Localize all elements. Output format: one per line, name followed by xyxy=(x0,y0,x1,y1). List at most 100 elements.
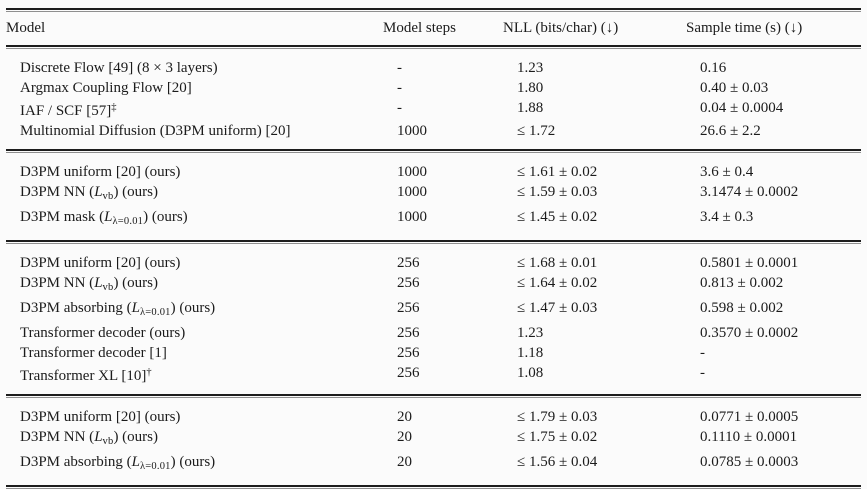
table-row: Transformer XL [10]† 256 1.08- xyxy=(6,363,861,386)
sample-time-cell: 0.5801 ± 0.0001 xyxy=(700,255,799,271)
table-row: Transformer decoder [1] 256 1.18 - xyxy=(6,343,861,363)
model-name-text: D3PM NN ( xyxy=(20,184,95,200)
table-row: Discrete Flow [49] (8 × 3 layers) - 1.23 0.… xyxy=(6,58,861,78)
nll-cell: ≤ 1.61 ± 0.02 xyxy=(517,164,598,180)
sample-time-cell: 0.813 ± 0.002 xyxy=(700,275,784,291)
footnote-marker: † xyxy=(146,367,152,378)
table-row: Transformer decoder (ours) 256 1.23 0.3570 … xyxy=(6,323,861,343)
model-name-text: L xyxy=(131,300,141,316)
model-name-text: L xyxy=(131,454,141,470)
table-row: D3PM NN (Lvb) (ours) 20 ≤ 1.75 ± 0.02 0.111… xyxy=(6,427,861,452)
model-steps-cell: 1000 xyxy=(397,184,427,200)
nll-cell: 1.23 xyxy=(517,60,544,76)
nll-cell: ≤ 1.64 ± 0.02 xyxy=(517,275,598,291)
model-name-text: L xyxy=(94,275,103,291)
model-steps-cell: 1000 xyxy=(397,164,427,180)
sample-time-cell: 0.0785 ± 0.0003 xyxy=(700,454,799,470)
model-steps-cell: 256 xyxy=(397,345,420,361)
model-name-text: D3PM uniform [20] (ours) xyxy=(20,164,181,180)
model-steps-cell: 256 xyxy=(397,325,420,341)
sample-time-cell: 3.1474 ± 0.0002 xyxy=(700,184,799,200)
section-20-steps: D3PM uniform [20] (ours) 20 ≤ 1.79 ± 0.03 0… xyxy=(6,398,861,485)
nll-cell: 1.80 xyxy=(517,80,544,96)
model-name-text: Discrete Flow [49] (8 × 3 layers) xyxy=(20,60,218,76)
model-cell: D3PM NN (Lvb) (ours) xyxy=(20,427,397,452)
model-name-text: D3PM absorbing ( xyxy=(20,454,132,470)
sample-time-cell: 0.598 ± 0.002 xyxy=(700,300,784,316)
model-name-text: ) (ours) xyxy=(170,454,216,470)
sample-time-cell: - xyxy=(700,365,705,381)
table-row: Multinomial Diffusion (D3PM uniform) [20… xyxy=(6,121,861,141)
nll-cell: ≤ 1.79 ± 0.03 xyxy=(517,409,598,425)
table-row: D3PM NN (Lvb) (ours) 256 ≤ 1.64 ± 0.02 0.81… xyxy=(6,273,861,298)
sample-time-cell: 0.1110 ± 0.0001 xyxy=(700,429,798,445)
table-row: IAF / SCF [57]‡ - 1.88 0.04 ± 0.0004 xyxy=(6,98,861,121)
model-steps-cell: 1000 xyxy=(397,209,427,225)
sample-time-cell: 3.6 ± 0.4 xyxy=(700,164,754,180)
model-steps-cell: 20 xyxy=(397,454,412,470)
section-1000-steps: D3PM uniform [20] (ours) 1000 ≤ 1.61 ± 0.0… xyxy=(6,153,861,240)
section-256-steps: D3PM uniform [20] (ours) 256 ≤ 1.68 ± 0.01… xyxy=(6,244,861,394)
model-name-text: D3PM uniform [20] (ours) xyxy=(20,255,181,271)
model-name-text: Argmax Coupling Flow [20] xyxy=(20,80,192,96)
model-steps-cell: 256 xyxy=(397,300,420,316)
header-rule xyxy=(6,45,861,49)
model-name-text: Transformer XL [10] xyxy=(20,368,147,384)
table-row: D3PM mask (Lλ=0.01) (ours) 1000 ≤ 1.45 ± 0… xyxy=(6,207,861,232)
section-baselines: Discrete Flow [49] (8 × 3 layers) - 1.23 0.… xyxy=(6,49,861,149)
model-name-text: L xyxy=(94,429,103,445)
model-steps-cell: - xyxy=(397,60,402,76)
table-bottom-rule xyxy=(6,485,861,489)
table-row: D3PM absorbing (Lλ=0.01) (ours) 20 ≤ 1.56 … xyxy=(6,452,861,477)
model-name-text: Transformer decoder (ours) xyxy=(20,325,186,341)
model-cell: D3PM uniform [20] (ours) xyxy=(20,253,397,273)
model-steps-cell: 256 xyxy=(397,275,420,291)
sample-time-cell: 26.6 ± 2.2 xyxy=(700,123,761,139)
model-steps-cell: 20 xyxy=(397,409,412,425)
model-name-text: Transformer decoder [1] xyxy=(20,345,167,361)
model-cell: D3PM absorbing (Lλ=0.01) (ours) xyxy=(20,452,397,477)
model-name-text: ) (ours) xyxy=(170,300,216,316)
model-steps-cell: 1000 xyxy=(397,123,427,139)
col-header-model: Model xyxy=(6,20,46,36)
model-name-text: ) (ours) xyxy=(113,184,159,200)
nll-cell: ≤ 1.47 ± 0.03 xyxy=(517,300,598,316)
nll-cell: 1.88 xyxy=(517,100,544,116)
model-steps-cell: 256 xyxy=(397,255,420,271)
nll-cell: 1.23 xyxy=(517,325,544,341)
nll-cell: ≤ 1.45 ± 0.02 xyxy=(517,209,598,225)
table-row: D3PM uniform [20] (ours) 256 ≤ 1.68 ± 0.01… xyxy=(6,253,861,273)
model-cell: D3PM uniform [20] (ours) xyxy=(20,407,397,427)
nll-cell: 1.08 xyxy=(517,365,544,381)
model-name-text: ) (ours) xyxy=(113,429,159,445)
model-name-text: D3PM absorbing ( xyxy=(20,300,132,316)
subscript-text: λ=0.01 xyxy=(140,461,171,472)
sample-time-cell: 0.3570 ± 0.0002 xyxy=(700,325,799,341)
model-name-text: D3PM NN ( xyxy=(20,275,95,291)
model-name-text: D3PM NN ( xyxy=(20,429,95,445)
col-header-sample-time: Sample time (s) (↓) xyxy=(686,20,803,36)
subscript-text: vb xyxy=(102,282,114,293)
section-rule-3 xyxy=(6,394,861,398)
sample-time-cell: - xyxy=(700,345,705,361)
sample-time-cell: 3.4 ± 0.3 xyxy=(700,209,754,225)
table-header-row: Model Model steps NLL (bits/char) (↓) Sa… xyxy=(6,12,861,45)
table-row: Argmax Coupling Flow [20] - 1.80 0.40 ± 0.0… xyxy=(6,78,861,98)
model-steps-cell: - xyxy=(397,100,402,116)
nll-cell: ≤ 1.56 ± 0.04 xyxy=(517,454,598,470)
model-name-text: ) (ours) xyxy=(113,275,159,291)
table-row: D3PM uniform [20] (ours) 20 ≤ 1.79 ± 0.03 0… xyxy=(6,407,861,427)
model-cell: Multinomial Diffusion (D3PM uniform) [20… xyxy=(20,121,397,141)
sample-time-cell: 0.0771 ± 0.0005 xyxy=(700,409,799,425)
model-name-text: Multinomial Diffusion (D3PM uniform) [20… xyxy=(20,123,291,139)
model-steps-cell: 256 xyxy=(397,365,420,381)
model-cell: IAF / SCF [57]‡ xyxy=(20,98,397,121)
model-cell: Transformer XL [10]† xyxy=(20,363,397,386)
model-cell: Argmax Coupling Flow [20] xyxy=(20,78,397,98)
sample-time-cell: 0.04 ± 0.0004 xyxy=(700,100,784,116)
subscript-text: λ=0.01 xyxy=(112,216,144,227)
col-header-model-steps: Model steps xyxy=(383,20,456,36)
table-row: D3PM NN (Lvb) (ours) 1000 ≤ 1.59 ± 0.03 3.1… xyxy=(6,182,861,207)
table-top-rule xyxy=(6,8,861,12)
model-name-text: D3PM uniform [20] (ours) xyxy=(20,409,181,425)
